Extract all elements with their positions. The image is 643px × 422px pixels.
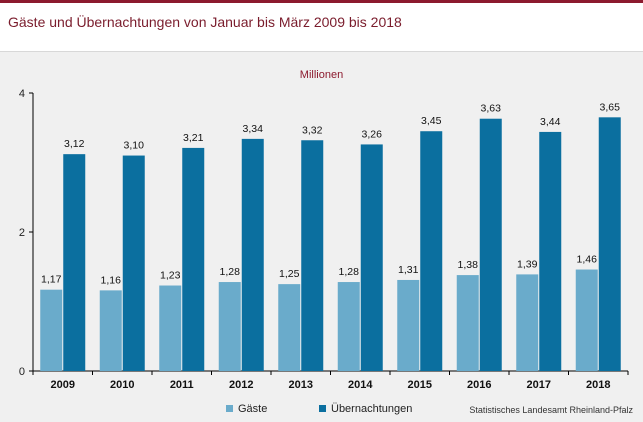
bar-uebernachtungen [360,144,383,371]
data-label: 1,39 [517,258,538,270]
data-label: 3,32 [302,124,323,136]
bar-uebernachtungen [420,131,443,371]
data-label: 3,21 [183,132,204,144]
legend-swatch-gaeste [226,405,233,412]
x-tick-label: 2011 [170,379,194,391]
source-note: Statistisches Landesamt Rheinland-Pfalz [469,405,633,415]
x-tick-label: 2014 [348,379,373,391]
data-label: 3,26 [362,128,383,140]
bar-uebernachtungen [479,118,502,371]
bar-gaeste [397,279,420,371]
legend-label-gaeste: Gäste [238,403,268,415]
legend-label-uebernachtungen: Übernachtungen [331,403,413,415]
data-label: 3,44 [540,116,561,128]
bar-gaeste [278,284,301,371]
bar-uebernachtungen [182,147,205,371]
data-label: 3,63 [481,103,502,115]
data-label: 1,23 [160,270,181,282]
bar-gaeste [456,275,479,371]
x-tick-label: 2009 [51,379,75,391]
x-tick-label: 2010 [110,379,134,391]
y-tick-label: 4 [19,88,25,100]
chart-title: Gäste und Übernachtungen von Januar bis … [8,14,402,30]
data-label: 1,31 [398,264,419,276]
data-label: 3,10 [124,140,145,152]
data-label: 1,38 [458,259,479,271]
data-label: 1,28 [339,266,360,278]
bar-gaeste [99,290,122,371]
bar-uebernachtungen [539,131,562,371]
bar-uebernachtungen [63,154,86,371]
x-tick-label: 2012 [229,379,253,391]
top-rule [0,0,643,3]
bar-gaeste [159,285,182,371]
data-label: 1,46 [577,254,598,266]
data-label: 1,28 [220,266,241,278]
bar-uebernachtungen [301,140,324,371]
legend-item-gaeste: Gäste [226,403,267,415]
data-label: 1,16 [101,274,122,286]
x-tick-label: 2018 [586,379,610,391]
bar-gaeste [575,269,598,371]
legend-swatch-uebernachtungen [319,405,326,412]
bar-gaeste [337,282,360,371]
data-label: 3,34 [243,123,264,135]
data-label: 3,12 [64,138,85,150]
bar-gaeste [516,274,539,371]
data-label: 3,45 [421,115,442,127]
bar-uebernachtungen [598,117,621,371]
data-label: 1,25 [279,268,300,280]
bar-uebernachtungen [241,138,264,371]
panel-divider [0,51,643,52]
x-tick-label: 2013 [289,379,313,391]
data-label: 3,65 [600,101,621,113]
unit-label: Millionen [299,69,344,81]
x-tick-label: 2017 [527,379,551,391]
bar-gaeste [218,282,241,371]
y-tick-label: 0 [19,366,25,378]
data-label: 1,17 [41,274,62,286]
bar-gaeste [40,289,63,371]
legend-item-uebernachtungen: Übernachtungen [319,403,412,415]
y-tick-label: 2 [19,227,25,239]
bar-uebernachtungen [122,155,145,371]
x-tick-label: 2015 [408,379,432,391]
x-tick-label: 2016 [467,379,491,391]
